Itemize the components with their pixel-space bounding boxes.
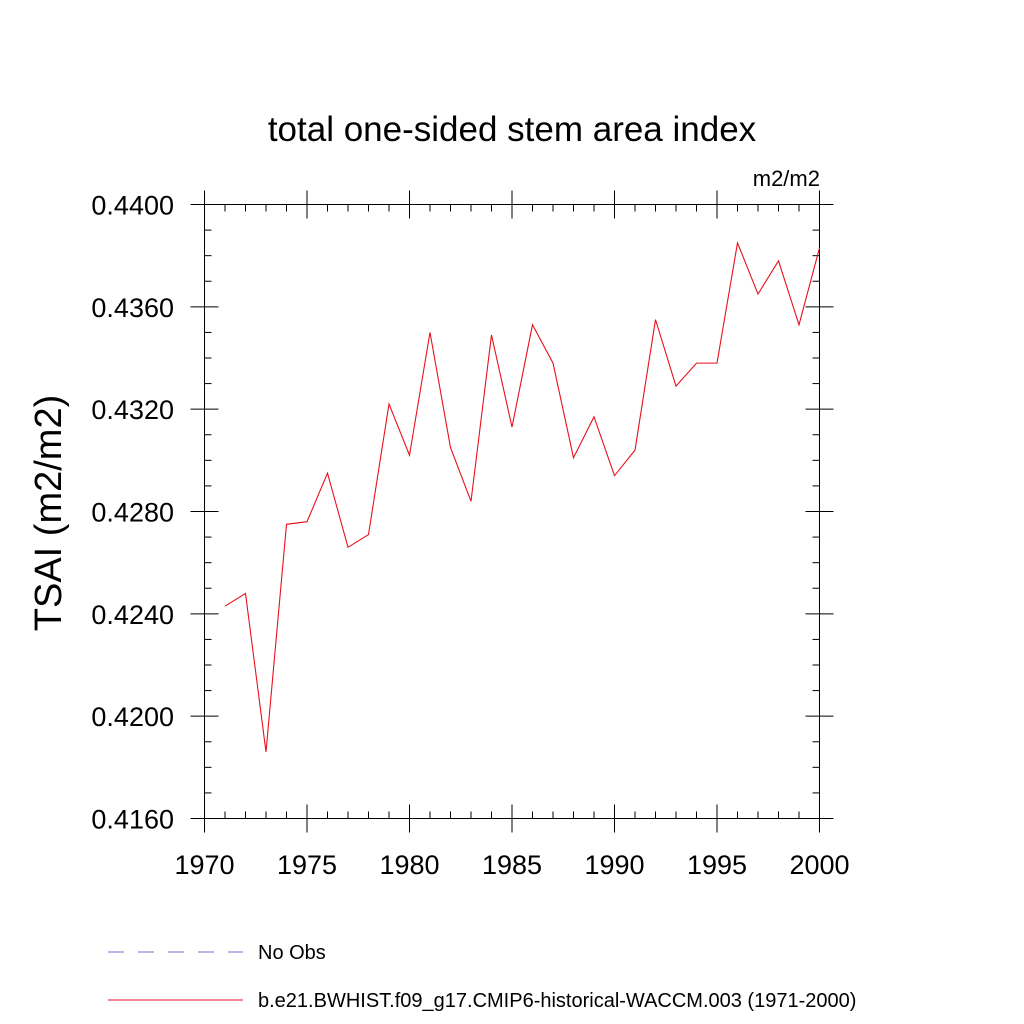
y-tick-label: 0.4200 (91, 702, 174, 732)
y-tick-label: 0.4160 (91, 805, 174, 835)
x-tick-labels: 1970 1975 1980 1985 1990 1995 2000 (174, 850, 849, 880)
series-line (224, 240, 821, 753)
x-tick-label: 1970 (174, 850, 234, 880)
legend-label: b.e21.BWHIST.f09_g17.CMIP6-historical-WA… (258, 990, 856, 1012)
minor-ticks (204, 204, 820, 819)
y-axis-label: TSAI (m2/m2) (28, 395, 70, 631)
y-tick-label: 0.4280 (91, 498, 174, 528)
legend-label: No Obs (258, 942, 326, 964)
y-tick-label: 0.4360 (91, 293, 174, 323)
y-tick-label: 0.4240 (91, 600, 174, 630)
chart-title: total one-sided stem area index (268, 110, 757, 149)
x-tick-label: 1975 (277, 850, 337, 880)
plot-frame (204, 204, 820, 819)
x-tick-label: 1990 (584, 850, 644, 880)
x-tick-label: 2000 (789, 850, 849, 880)
y-tick-label: 0.4320 (91, 395, 174, 425)
legend: No Obs b.e21.BWHIST.f09_g17.CMIP6-histori… (108, 942, 856, 1012)
y-tick-label: 0.4400 (91, 191, 174, 221)
units-label: m2/m2 (753, 166, 820, 191)
series-layer (224, 240, 821, 753)
x-tick-label: 1995 (687, 850, 747, 880)
major-ticks (190, 190, 834, 833)
y-tick-labels: 0.4160 0.4200 0.4240 0.4280 0.4320 0.4360 0.44… (91, 191, 174, 835)
x-tick-label: 1980 (379, 850, 439, 880)
x-tick-label: 1985 (482, 850, 542, 880)
